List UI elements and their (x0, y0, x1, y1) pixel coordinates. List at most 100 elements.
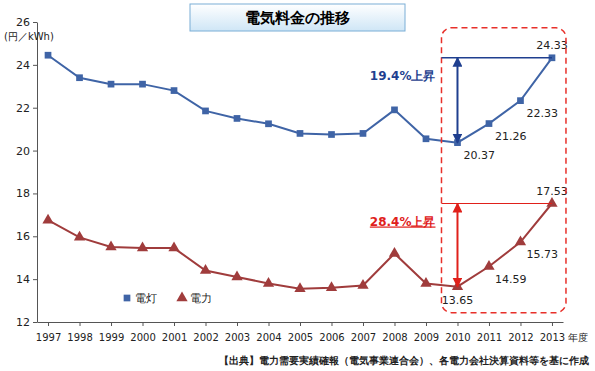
series-marker (76, 74, 83, 81)
x-tick-label: 2006 (319, 332, 344, 343)
series-marker (108, 81, 115, 88)
legend: 電灯電力 (124, 291, 212, 305)
x-tick-mark (111, 322, 112, 326)
title: 電気料金の推移 (245, 9, 350, 27)
series-marker (360, 130, 367, 137)
series-marker (263, 277, 274, 287)
series-marker (231, 270, 242, 280)
series-marker (328, 131, 335, 138)
x-tick-label: 2004 (256, 332, 281, 343)
x-tick-mark (520, 322, 521, 326)
x-tick-mark (48, 322, 49, 326)
series-marker (515, 236, 526, 246)
series-marker (265, 120, 272, 127)
y-tick: 20 (16, 145, 37, 158)
x-tick: 1997 (36, 322, 61, 343)
series-marker (389, 247, 400, 257)
x-tick: 2012 (508, 322, 533, 343)
y-tick: 26 (16, 16, 37, 29)
x-tick: 2000 (130, 322, 155, 343)
x-tick-mark (143, 322, 144, 326)
y-axis-line (37, 23, 38, 323)
x-axis: 1997199819992000200120022003200420052006… (36, 322, 565, 343)
data-label: 24.33 (536, 39, 568, 52)
data-label: 20.37 (463, 149, 495, 162)
x-tick-label: 2007 (351, 332, 376, 343)
y-tick-mark (33, 151, 37, 152)
annotations: 19.4%上昇 28.4%上昇 (370, 28, 566, 313)
series-marker (517, 97, 524, 104)
x-tick-mark (237, 322, 238, 326)
chart-svg: 電気料金の推移121416182022242619971998199920002… (0, 0, 595, 371)
x-tick: 1998 (67, 322, 92, 343)
series-marker (486, 120, 493, 127)
change-arrow (456, 58, 458, 143)
x-tick: 2006 (319, 322, 344, 343)
y-tick-label: 12 (16, 316, 30, 329)
x-tick-label: 2011 (477, 332, 502, 343)
series-marker (391, 107, 398, 114)
y-tick-label: 26 (16, 16, 30, 29)
x-tick-mark (489, 322, 490, 326)
y-axis: 1214161820222426 (16, 16, 38, 329)
y-tick-label: 14 (16, 273, 30, 286)
y-tick-label: 24 (16, 59, 30, 72)
series-marker (105, 240, 116, 250)
x-tick-label: 2000 (130, 332, 155, 343)
y-tick-mark (33, 65, 37, 66)
x-tick-label: 2003 (225, 332, 250, 343)
x-tick-mark (80, 322, 81, 326)
x-tick-mark (331, 322, 332, 326)
x-tick-label: 2012 (508, 332, 533, 343)
x-tick-mark (394, 322, 395, 326)
title-group: 電気料金の推移 (190, 4, 405, 31)
x-tick: 1999 (99, 322, 124, 343)
series-line (48, 55, 552, 142)
x-tick-label: 1998 (67, 332, 92, 343)
annotation-text: 19.4%上昇 (370, 69, 436, 83)
data-label: 21.26 (495, 130, 527, 143)
x-tick-label: 2001 (162, 332, 187, 343)
series-marker (74, 231, 85, 241)
x-tick-mark (457, 322, 458, 326)
annotation-text: 28.4%上昇 (370, 215, 436, 229)
legend-label: 電力 (190, 292, 212, 305)
x-tick: 2004 (256, 322, 281, 343)
y-tick: 18 (16, 187, 37, 200)
x-tick: 2005 (288, 322, 313, 343)
chart-container: 電気料金の推移121416182022242619971998199920002… (0, 0, 595, 371)
series-marker (297, 130, 304, 137)
y-tick: 12 (16, 316, 37, 329)
x-tick-mark (426, 322, 427, 326)
series-marker (139, 81, 146, 88)
x-tick: 2010 (445, 322, 470, 343)
series-marker (423, 135, 430, 142)
x-tick: 2011 (477, 322, 502, 343)
x-tick-mark (206, 322, 207, 326)
y-tick-mark (33, 322, 37, 323)
legend-marker (124, 295, 131, 302)
series-marker (483, 260, 494, 270)
source-note: 【出典】電力需要実績確報（電気事業連合会）、各電力会社決算資料等を基に作成 (219, 355, 589, 367)
x-tick-label: 2005 (288, 332, 313, 343)
highlight-box (441, 28, 565, 313)
series-marker (202, 108, 209, 115)
series-marker (137, 242, 148, 252)
series-marker (234, 115, 241, 122)
y-tick-label: 16 (16, 230, 30, 243)
y-tick: 24 (16, 59, 37, 72)
series-marker (546, 197, 557, 207)
x-tick-label: 2009 (414, 332, 439, 343)
y-tick: 14 (16, 273, 37, 286)
x-tick-mark (363, 322, 364, 326)
x-tick-label: 2013 (540, 332, 565, 343)
y-tick-mark (33, 22, 37, 23)
x-tick: 2007 (351, 322, 376, 343)
y-tick: 16 (16, 230, 37, 243)
y-tick-mark (33, 108, 37, 109)
data-label: 22.33 (526, 107, 558, 120)
x-tick-label: 1997 (36, 332, 61, 343)
series-marker (420, 277, 431, 287)
y-axis-title: (円／kWh) (4, 31, 54, 42)
y-tick-mark (33, 193, 37, 194)
